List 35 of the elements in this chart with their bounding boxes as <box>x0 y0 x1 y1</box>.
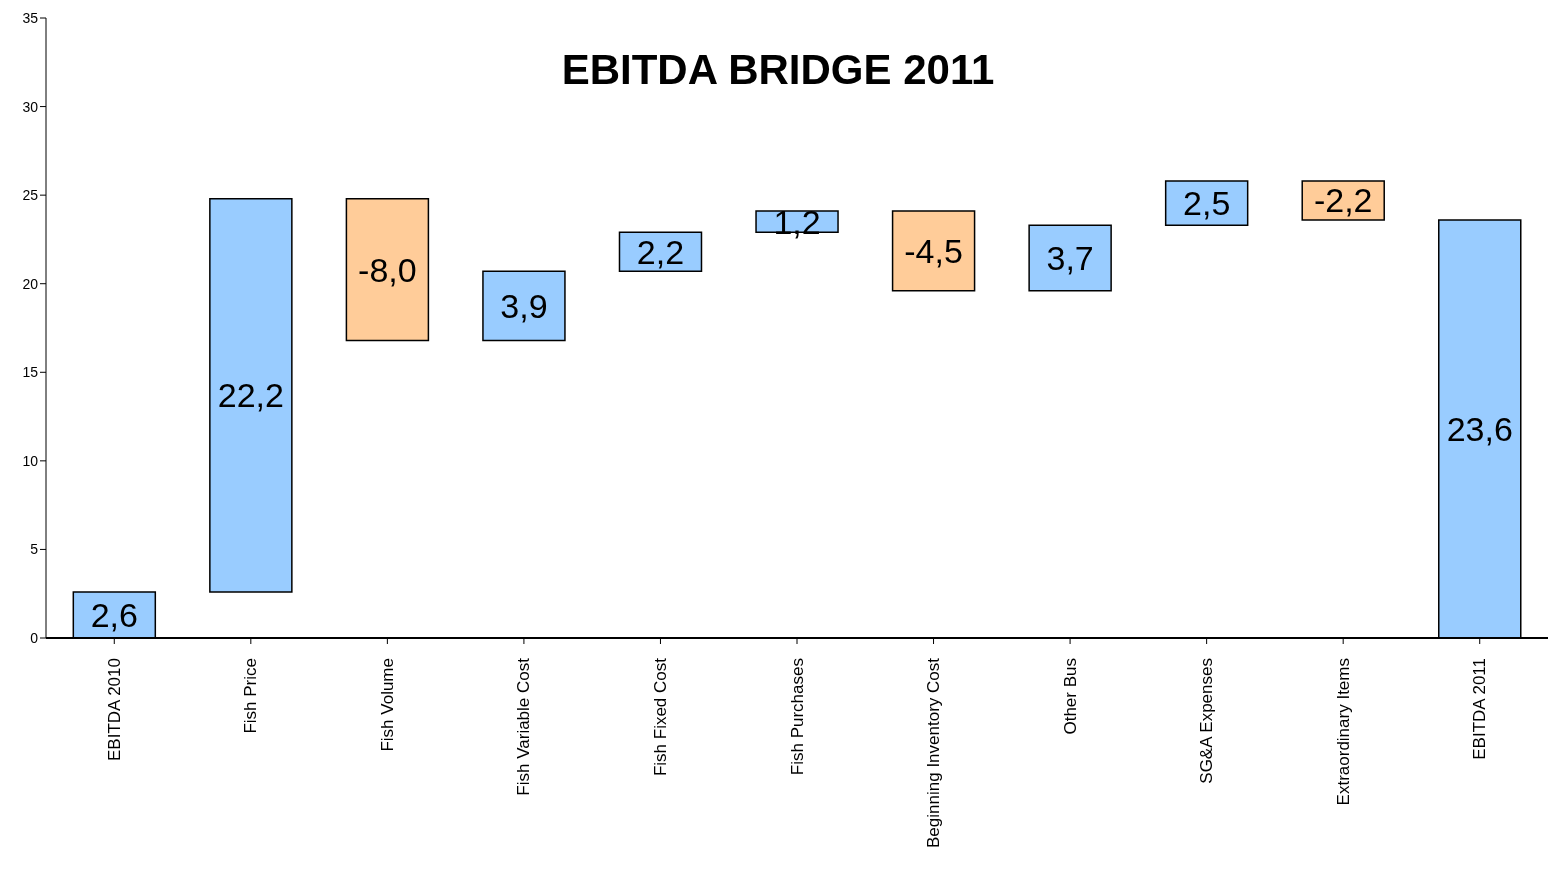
data-label: 3,9 <box>500 286 548 325</box>
bar <box>1028 224 1112 292</box>
y-tick-label: 10 <box>22 452 39 469</box>
data-label: 2,2 <box>636 232 685 271</box>
x-tick-label: Fish Price <box>241 658 261 734</box>
x-tick-label: SG&A Expenses <box>1197 658 1217 784</box>
data-label: 3,7 <box>1046 239 1094 278</box>
x-tick-label: Extraordinary Items <box>1333 658 1353 806</box>
text: EBITDA BRIDGE 2011 <box>560 46 996 94</box>
y-tick-label: 15 <box>22 364 39 381</box>
data-label: -4,5 <box>904 231 963 270</box>
x-tick-label: Other Bus <box>1060 658 1080 735</box>
y-tick-label: 0 <box>30 629 39 646</box>
data-label: -2,2 <box>1313 181 1373 220</box>
x-tick-label: Fish Purchases <box>787 658 807 776</box>
x-tick-label: Fish Volume <box>377 658 397 752</box>
data-label: 2,5 <box>1183 184 1231 223</box>
x-tick-label: EBITDA 2010 <box>104 658 124 762</box>
x-tick-label: EBITDA 2011 <box>1470 658 1490 760</box>
y-tick-label: 20 <box>22 275 39 292</box>
y-tick-label: 35 <box>22 9 39 26</box>
bar <box>891 210 976 292</box>
x-tick-label: Beginning Inventory Cost <box>924 657 944 848</box>
y-tick-label: 5 <box>30 541 39 558</box>
y-tick-label: 25 <box>22 187 39 204</box>
bar <box>482 270 566 342</box>
bar <box>209 197 293 593</box>
data-label: 23,6 <box>1446 409 1513 448</box>
bar <box>345 197 430 342</box>
data-label: 2,6 <box>90 595 138 634</box>
data-label: 22,2 <box>217 376 284 415</box>
x-tick-label: Fish Fixed Cost <box>650 657 670 777</box>
x-tick-label: Fish Variable Cost <box>514 657 534 796</box>
data-label: -8,0 <box>358 250 417 289</box>
y-tick-label: 30 <box>22 98 39 115</box>
